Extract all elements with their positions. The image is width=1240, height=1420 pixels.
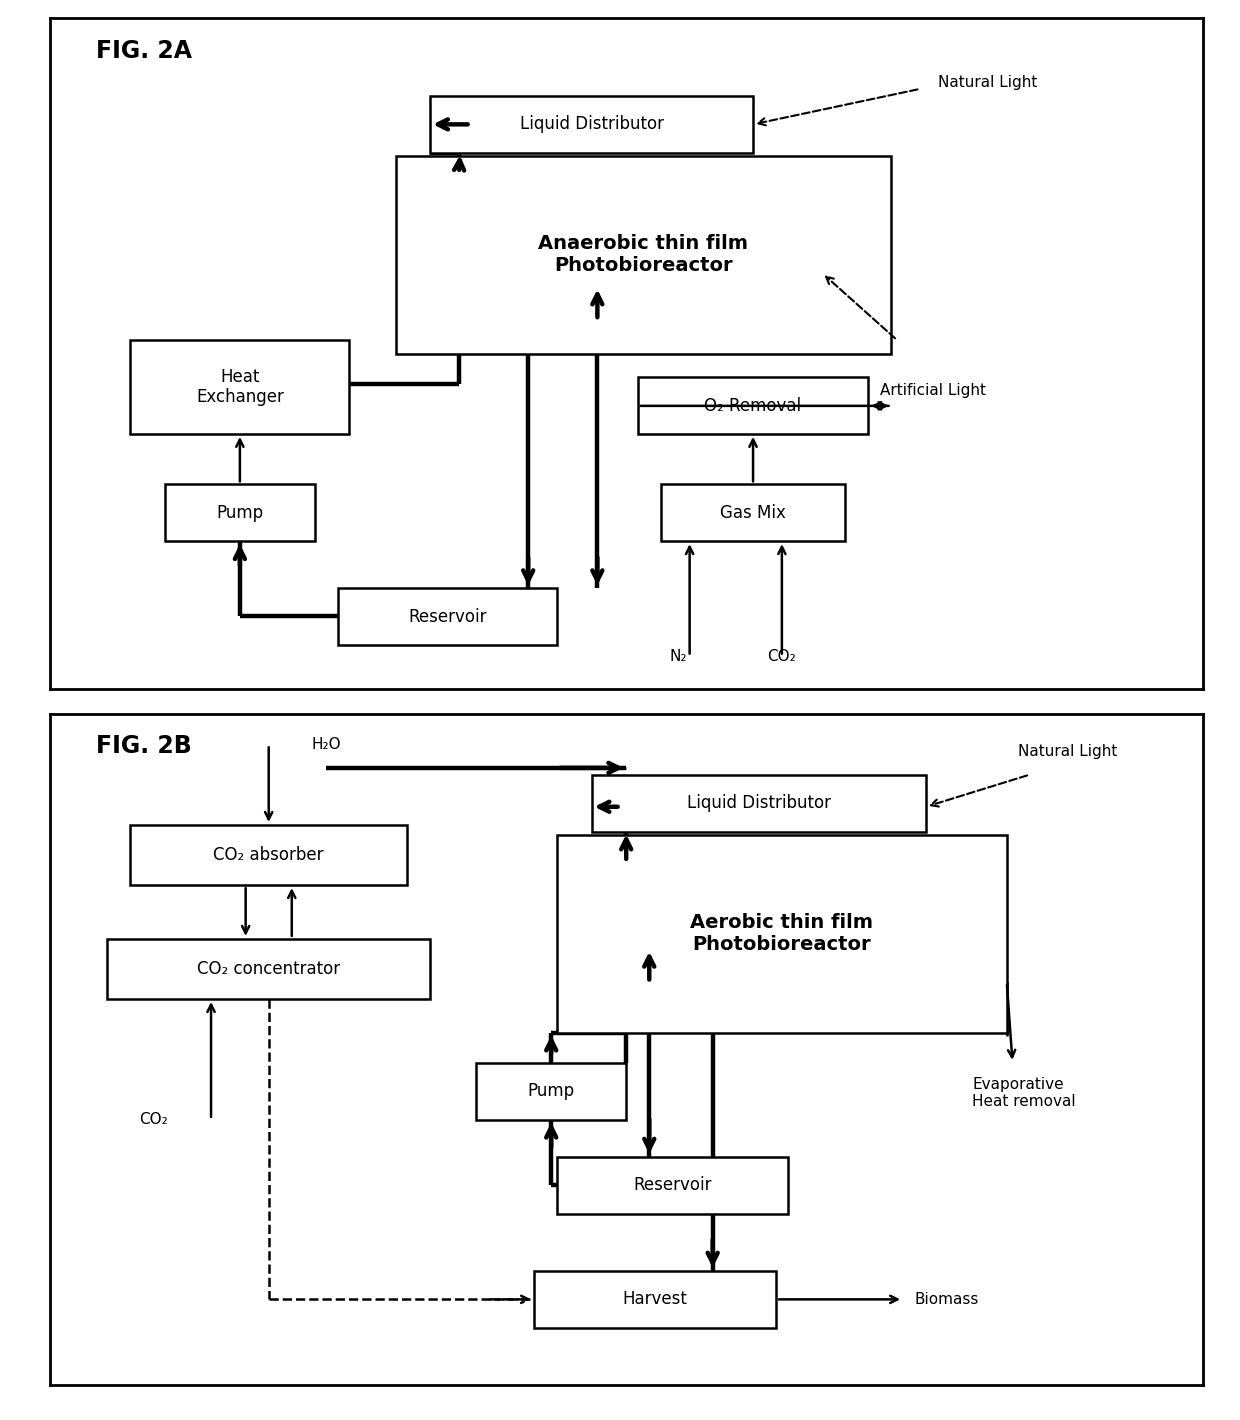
Bar <box>557 835 1007 1032</box>
Bar <box>108 939 430 1000</box>
Text: H₂O: H₂O <box>311 737 341 753</box>
Bar <box>130 341 350 435</box>
Text: CO₂: CO₂ <box>768 649 796 665</box>
Text: Natural Light: Natural Light <box>1018 744 1117 758</box>
Bar <box>339 588 557 645</box>
Bar <box>534 1271 776 1328</box>
Bar <box>396 156 892 354</box>
Bar <box>165 484 315 541</box>
Text: CO₂ concentrator: CO₂ concentrator <box>197 960 340 978</box>
Text: Liquid Distributor: Liquid Distributor <box>520 115 663 133</box>
Bar <box>476 1062 626 1120</box>
Text: CO₂ absorber: CO₂ absorber <box>213 846 324 863</box>
Bar <box>130 825 407 885</box>
Text: Heat
Exchanger: Heat Exchanger <box>196 368 284 406</box>
Text: Artificial Light: Artificial Light <box>880 383 986 398</box>
Text: Evaporative
Heat removal: Evaporative Heat removal <box>972 1076 1076 1109</box>
Text: Reservoir: Reservoir <box>634 1176 712 1194</box>
Text: Pump: Pump <box>216 504 263 521</box>
Bar <box>430 95 753 152</box>
Text: Reservoir: Reservoir <box>408 608 487 626</box>
Text: Gas Mix: Gas Mix <box>720 504 786 521</box>
Text: Natural Light: Natural Light <box>937 75 1037 89</box>
Bar <box>591 774 926 832</box>
Text: Biomass: Biomass <box>915 1292 978 1306</box>
Bar <box>661 484 846 541</box>
Text: CO₂: CO₂ <box>139 1112 167 1127</box>
Bar <box>557 1157 787 1214</box>
Text: Pump: Pump <box>528 1082 575 1100</box>
Text: Anaerobic thin film
Photobioreactor: Anaerobic thin film Photobioreactor <box>538 234 749 275</box>
Text: Liquid Distributor: Liquid Distributor <box>687 794 831 812</box>
Text: N₂: N₂ <box>670 649 687 665</box>
Text: Aerobic thin film
Photobioreactor: Aerobic thin film Photobioreactor <box>691 913 873 954</box>
Bar <box>637 378 868 435</box>
Text: O₂ Removal: O₂ Removal <box>704 396 801 415</box>
Text: FIG. 2A: FIG. 2A <box>95 38 192 62</box>
Text: Harvest: Harvest <box>622 1289 687 1308</box>
Text: FIG. 2B: FIG. 2B <box>95 734 191 758</box>
